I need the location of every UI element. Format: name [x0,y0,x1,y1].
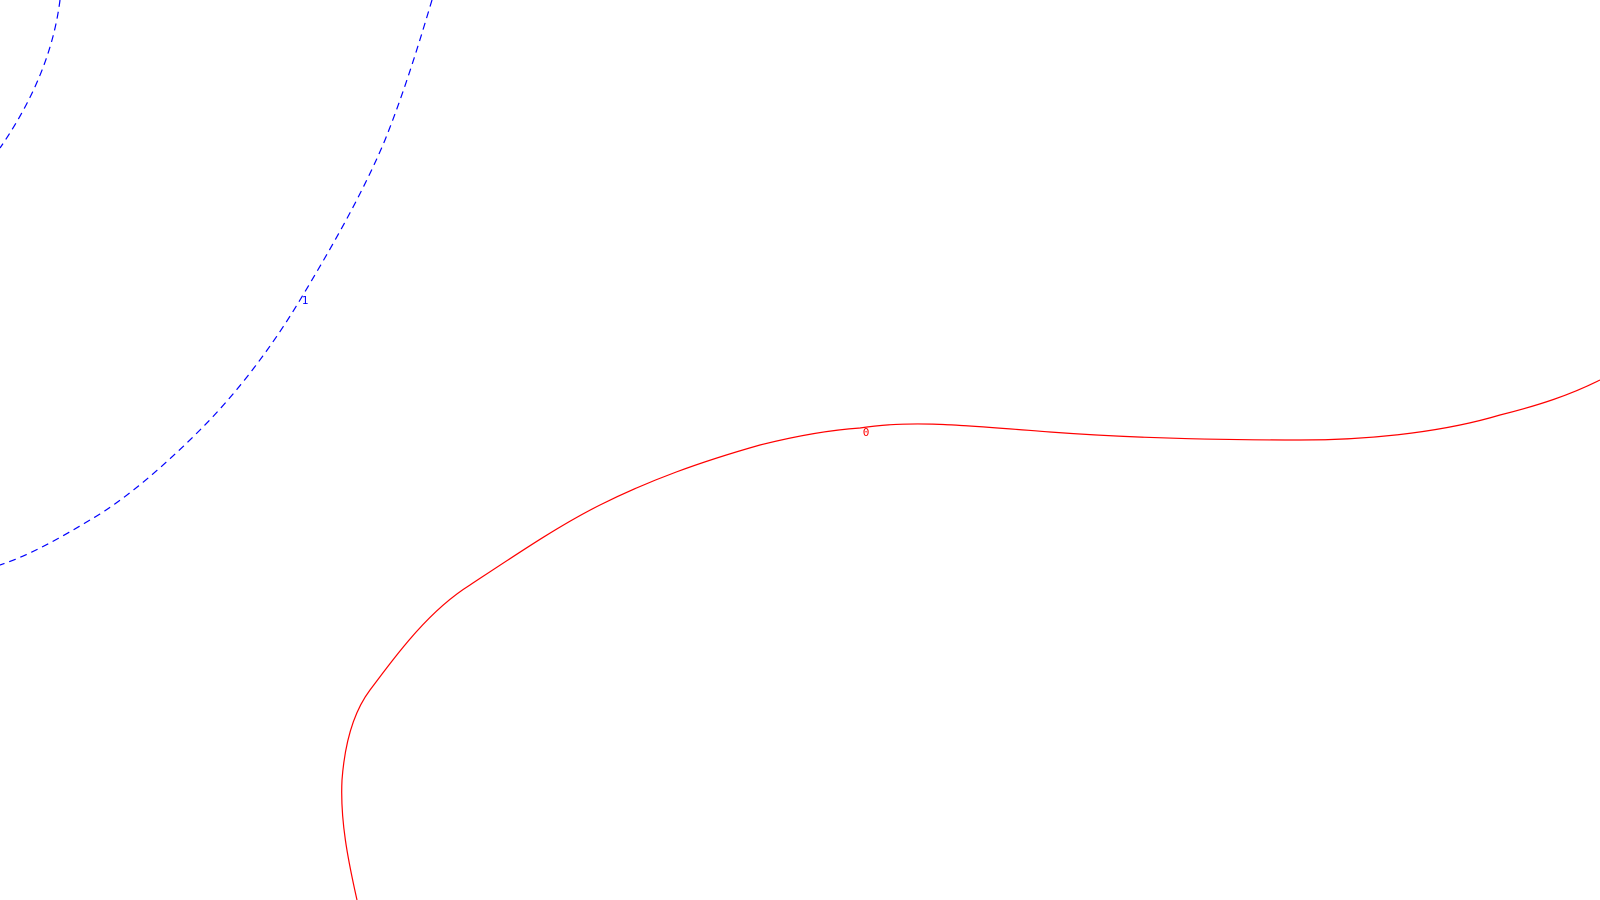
contour-label-0: 0 [863,426,870,439]
contour-line-1-upper [0,0,61,149]
contour-label-1: 1 [302,294,309,307]
contour-line-1 [0,0,433,566]
contour-line-0 [341,379,1600,900]
